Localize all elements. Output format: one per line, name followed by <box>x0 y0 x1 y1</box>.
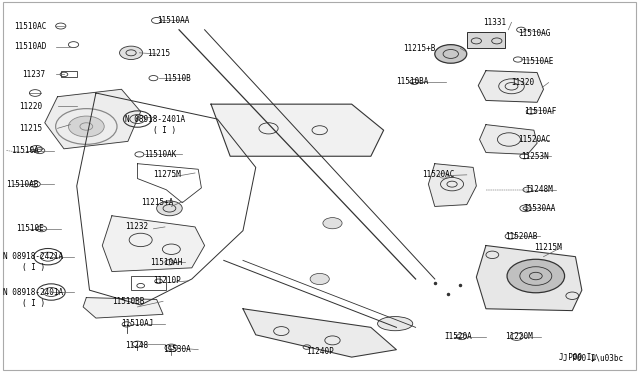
Text: 11520AC: 11520AC <box>518 135 550 144</box>
Text: 11510AA: 11510AA <box>157 16 189 25</box>
Text: I1530AA: I1530AA <box>523 204 556 213</box>
Text: I1520A: I1520A <box>444 332 472 341</box>
Text: ( I ): ( I ) <box>154 126 177 135</box>
Text: 11220M: 11220M <box>505 332 533 341</box>
Text: 11237: 11237 <box>22 70 45 79</box>
Circle shape <box>310 273 330 285</box>
Text: 11510AF: 11510AF <box>524 107 557 116</box>
Polygon shape <box>476 246 582 311</box>
Text: 11510BB: 11510BB <box>112 297 144 306</box>
Text: 11331: 11331 <box>483 18 506 27</box>
Text: 11510AG: 11510AG <box>518 29 550 38</box>
Polygon shape <box>478 71 543 102</box>
Text: 11520AC: 11520AC <box>422 170 454 179</box>
Bar <box>467 32 505 48</box>
Circle shape <box>68 116 104 137</box>
Ellipse shape <box>378 317 413 331</box>
Circle shape <box>157 201 182 216</box>
Text: 11220: 11220 <box>19 102 42 110</box>
Polygon shape <box>211 104 383 156</box>
Text: 11510E: 11510E <box>16 224 44 233</box>
Text: N 08918-2401A: N 08918-2401A <box>3 288 63 296</box>
Text: 11530A: 11530A <box>163 345 191 354</box>
Text: I1248M: I1248M <box>525 185 554 194</box>
Text: 11232: 11232 <box>125 222 148 231</box>
Polygon shape <box>243 309 396 357</box>
Text: 11253N: 11253N <box>521 152 549 161</box>
Circle shape <box>120 46 143 60</box>
Circle shape <box>323 218 342 229</box>
Polygon shape <box>83 298 163 318</box>
Text: 11248: 11248 <box>125 341 148 350</box>
Circle shape <box>507 259 564 293</box>
Text: 11510AB: 11510AB <box>6 180 39 189</box>
Text: J P00 I\u03bc: J P00 I\u03bc <box>563 353 623 362</box>
Polygon shape <box>102 216 205 272</box>
Text: 11510AC: 11510AC <box>14 22 47 31</box>
Text: J P00 Iμ: J P00 Iμ <box>559 353 596 362</box>
Text: 11510AE: 11510AE <box>521 57 554 66</box>
Text: 11510BA: 11510BA <box>396 77 429 86</box>
Text: 11240P: 11240P <box>306 347 333 356</box>
Text: N 08918-2401A: N 08918-2401A <box>125 115 185 124</box>
Polygon shape <box>45 89 141 149</box>
Text: 11520AB: 11520AB <box>505 232 538 241</box>
Text: 11510AD: 11510AD <box>14 42 47 51</box>
Text: I1320: I1320 <box>511 78 534 87</box>
Bar <box>61 71 77 77</box>
Text: ( I ): ( I ) <box>22 299 45 308</box>
Text: 11215: 11215 <box>147 49 170 58</box>
Text: 11510B: 11510B <box>163 74 191 83</box>
Polygon shape <box>428 164 476 206</box>
Text: 11215+B: 11215+B <box>403 44 435 53</box>
Text: N: N <box>136 116 140 122</box>
Polygon shape <box>479 125 537 154</box>
Text: 11275M: 11275M <box>154 170 181 179</box>
Text: 11510AH: 11510AH <box>150 258 182 267</box>
Text: N 08918-2421A: N 08918-2421A <box>3 252 63 261</box>
Text: 11510AK: 11510AK <box>144 150 176 159</box>
Text: 11510A: 11510A <box>12 146 39 155</box>
Bar <box>131 276 166 290</box>
Text: ( I ): ( I ) <box>22 263 45 272</box>
Circle shape <box>435 45 467 63</box>
Text: 11210P: 11210P <box>154 276 181 285</box>
Text: 11215M: 11215M <box>534 243 562 252</box>
Text: 11510AJ: 11510AJ <box>122 319 154 328</box>
Text: 11215: 11215 <box>19 124 42 133</box>
Text: 11215+A: 11215+A <box>141 198 173 207</box>
